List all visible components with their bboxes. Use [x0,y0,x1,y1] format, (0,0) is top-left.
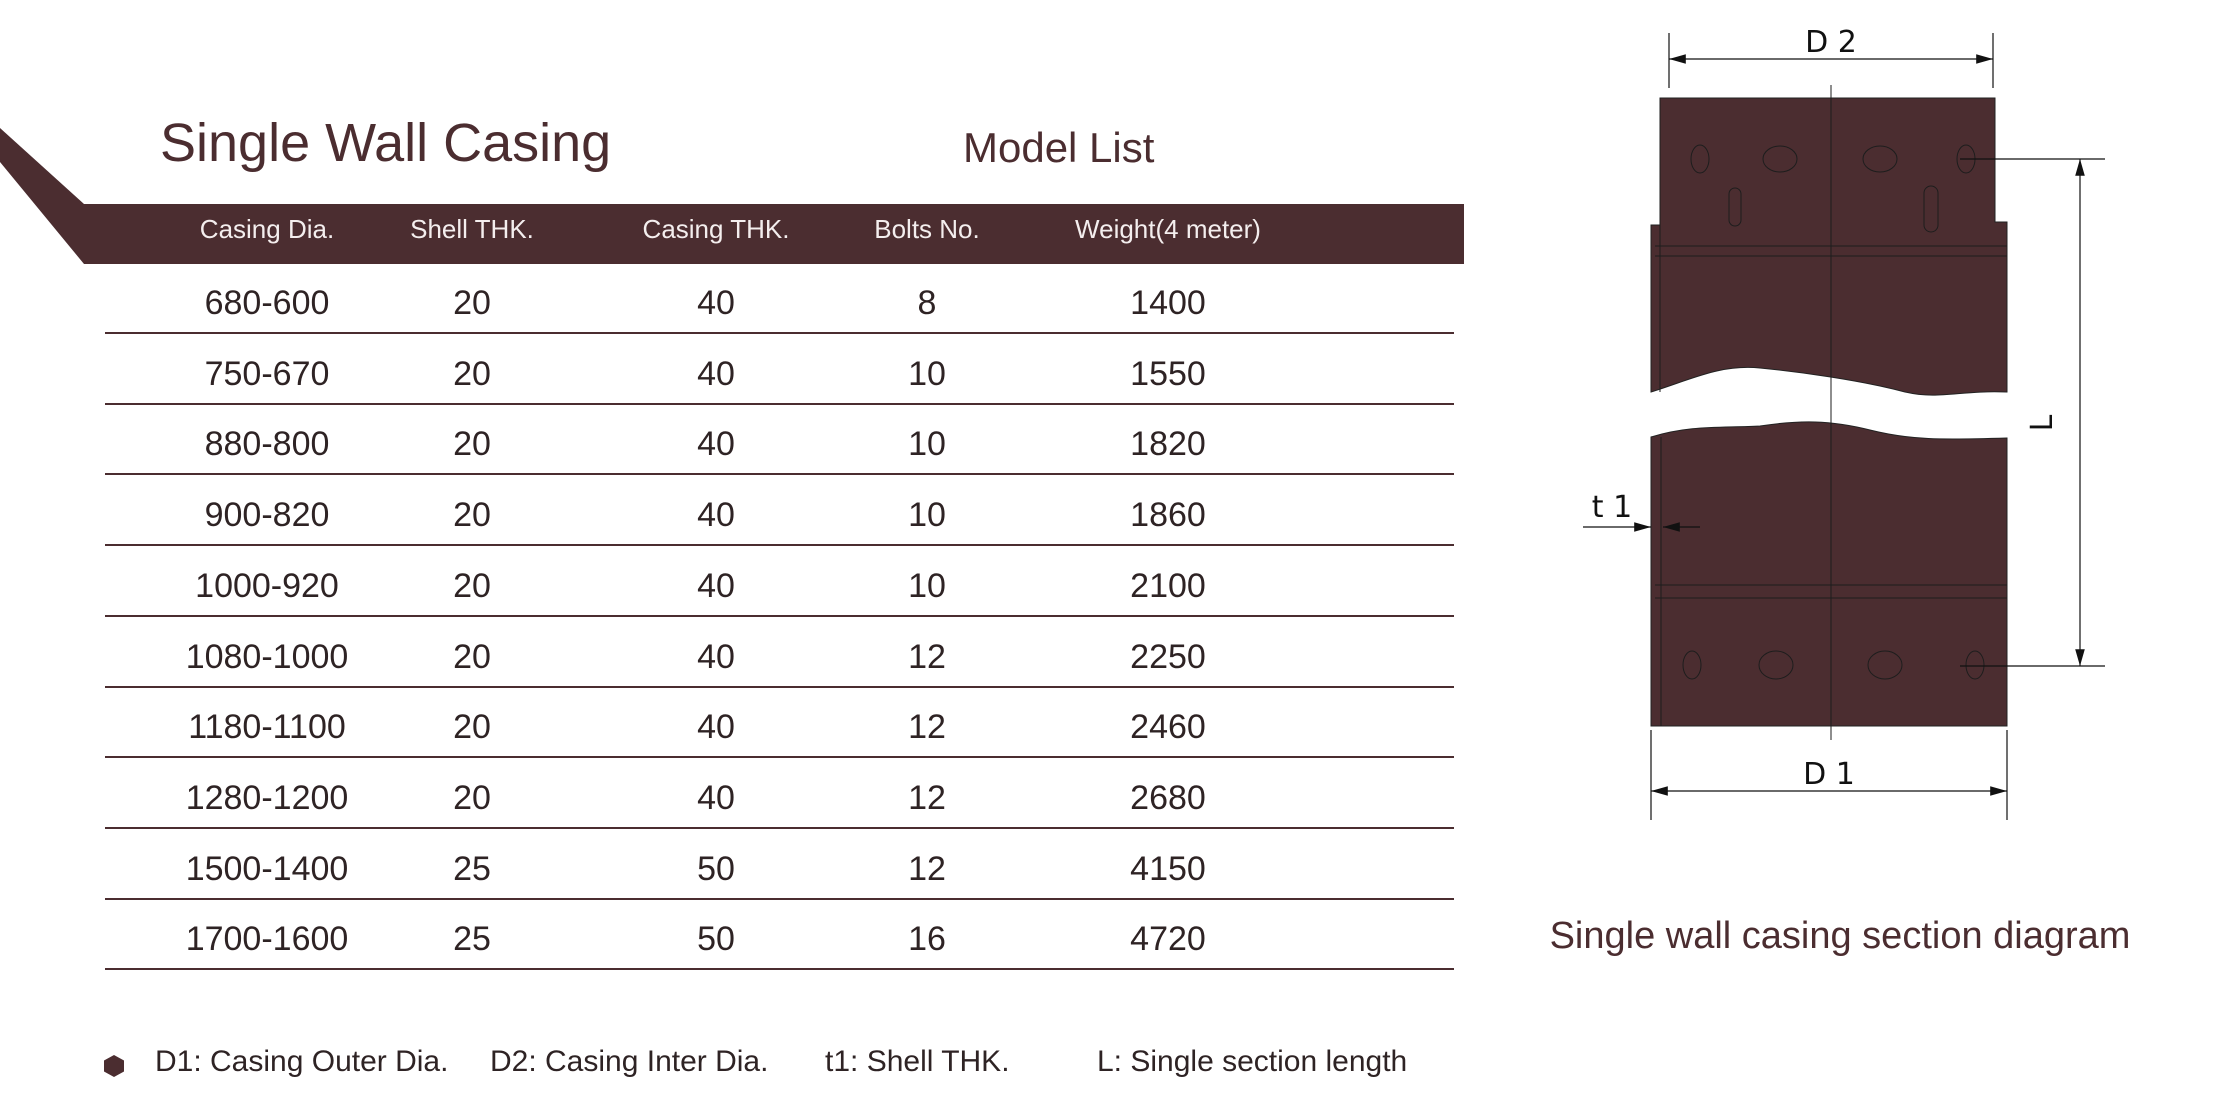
casing-upper-section [1650,97,2008,396]
table-row: 1000-920 20 40 10 2100 [105,545,1454,617]
table-header-bar [0,128,1464,264]
cell-casing-dia: 880-800 [204,425,330,464]
cell-casing-thk: 40 [697,708,735,747]
cell-weight: 1860 [1130,496,1206,535]
d2-label: D 2 [1805,25,1857,60]
cell-weight: 4150 [1130,849,1206,888]
cell-casing-thk: 40 [697,284,735,322]
hexagon-bullet-icon [104,1055,124,1077]
cell-weight: 2460 [1130,708,1206,747]
cell-shell-thk: 25 [453,920,491,959]
casing-lower-section [1650,421,2008,727]
cell-bolts-no: 12 [908,778,946,817]
table-row: 880-800 20 40 10 1820 [105,403,1454,476]
table-row: 1700-1600 25 50 16 4720 [105,898,1454,971]
cell-casing-dia: 900-820 [204,496,330,535]
l-label: L [2025,414,2060,431]
d1-label: D 1 [1803,757,1855,792]
cell-bolts-no: 10 [908,354,946,393]
cell-casing-dia: 1180-1100 [188,708,346,747]
cell-bolts-no: 10 [908,496,946,535]
table-row: 1500-1400 25 50 12 4150 [105,828,1454,900]
legend-l: L: Single section length [1097,1045,1408,1078]
cell-weight: 1820 [1130,425,1206,464]
header-weight: Weight(4 meter) [1075,214,1261,244]
cell-shell-thk: 25 [453,849,491,888]
cell-casing-thk: 40 [697,496,735,535]
legend-d1: D1: Casing Outer Dia. [155,1045,449,1078]
cell-bolts-no: 16 [908,920,946,959]
cell-casing-thk: 40 [697,425,735,464]
cell-shell-thk: 20 [453,708,491,747]
cell-weight: 1550 [1130,354,1206,393]
table-row: 1080-1000 20 40 12 2250 [105,616,1454,688]
cell-casing-dia: 1500-1400 [185,849,349,888]
casing-section-diagram: D 2 D 1 t 1 L [1583,25,2105,820]
cell-shell-thk: 20 [453,425,491,464]
cell-casing-thk: 40 [697,637,735,676]
cell-shell-thk: 20 [453,637,491,676]
cell-bolts-no: 8 [917,284,937,322]
cell-casing-thk: 40 [697,778,735,817]
cell-bolts-no: 10 [908,566,946,605]
header-shell-thk: Shell THK. [410,214,534,244]
cell-casing-thk: 40 [697,566,735,605]
cell-weight: 2680 [1130,778,1206,817]
header-casing-thk: Casing THK. [642,214,790,244]
cell-bolts-no: 12 [908,637,946,676]
cell-bolts-no: 12 [908,708,946,747]
cell-bolts-no: 12 [908,849,946,888]
cell-weight: 2250 [1130,637,1206,676]
cell-casing-thk: 40 [697,354,735,393]
cell-shell-thk: 20 [453,354,491,393]
legend-d2: D2: Casing Inter Dia. [490,1045,769,1078]
table-row: 680-600 20 40 8 1400 [105,262,1454,334]
cell-casing-dia: 1700-1600 [185,920,349,959]
cell-casing-dia: 750-670 [204,354,330,393]
table-row: 1180-1100 20 40 12 2460 [105,686,1454,759]
table-row: 750-670 20 40 10 1550 [105,333,1454,405]
table-row: 1280-1200 20 40 12 2680 [105,757,1454,829]
cell-casing-thk: 50 [697,849,735,888]
table-row: 900-820 20 40 10 1860 [105,474,1454,547]
header-bolts-no: Bolts No. [874,214,980,244]
diagram-caption: Single wall casing section diagram [1549,915,2131,957]
cell-weight: 4720 [1130,920,1206,959]
cell-shell-thk: 20 [453,284,491,322]
legend-t1: t1: Shell THK. [825,1045,1010,1078]
cell-weight: 2100 [1130,566,1206,605]
cell-casing-thk: 50 [697,920,735,959]
cell-casing-dia: 1080-1000 [185,637,349,676]
cell-shell-thk: 20 [453,566,491,605]
page-title: Single Wall Casing [160,113,612,173]
cell-casing-dia: 1280-1200 [185,778,349,817]
cell-shell-thk: 20 [453,778,491,817]
cell-casing-dia: 1000-920 [195,566,339,605]
cell-weight: 1400 [1130,284,1206,322]
section-subtitle: Model List [963,124,1155,171]
cell-shell-thk: 20 [453,496,491,535]
t1-label: t 1 [1592,490,1632,525]
cell-casing-dia: 680-600 [204,284,330,322]
cell-bolts-no: 10 [908,425,946,464]
header-casing-dia: Casing Dia. [199,214,335,244]
